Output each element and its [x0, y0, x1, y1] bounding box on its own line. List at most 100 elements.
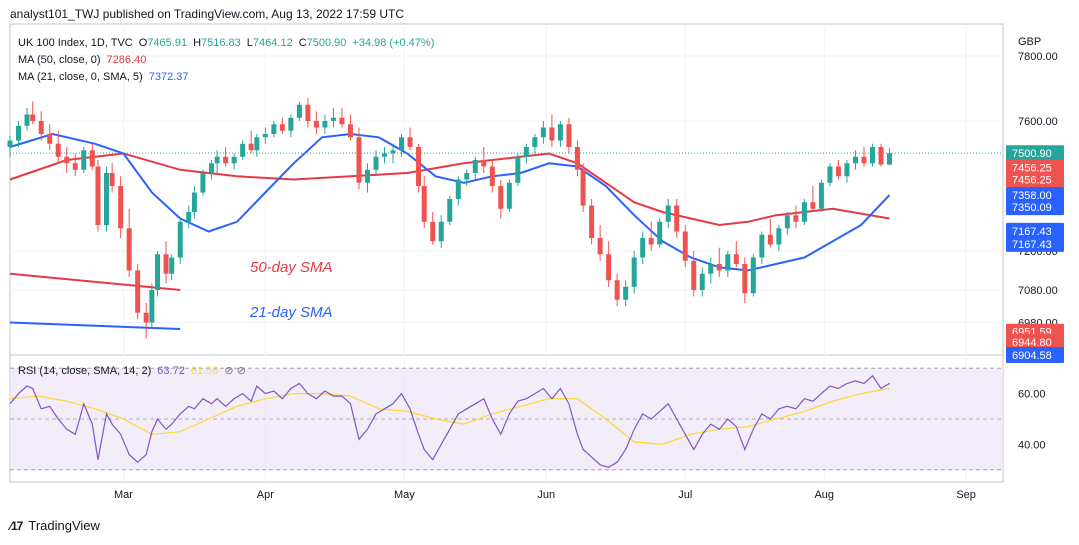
candle-body	[30, 114, 36, 121]
candle-body	[767, 234, 773, 245]
price-badge-text: 7167.43	[1012, 226, 1052, 238]
price-badge-text: 7500.90	[1012, 148, 1052, 160]
price-badge-bg	[1006, 199, 1064, 216]
candle	[135, 264, 141, 320]
candle-body	[240, 143, 246, 157]
price-tick-label: 7600.00	[1018, 116, 1058, 128]
candle-body	[665, 205, 671, 222]
candle	[438, 215, 444, 248]
candle-body	[407, 137, 413, 147]
candle-body	[606, 254, 612, 281]
candle-body	[793, 215, 799, 222]
candle	[407, 127, 413, 151]
candle-body	[657, 221, 663, 245]
price-badge-text: 7350.09	[1012, 202, 1052, 214]
candle-body	[827, 166, 833, 183]
candle	[540, 121, 546, 144]
ma21-legend: MA (21, close, 0, SMA, 5) 7372.37	[18, 71, 188, 83]
candle-body	[24, 114, 30, 126]
candle	[305, 98, 311, 128]
candle	[382, 147, 388, 164]
candle-body	[733, 254, 739, 264]
price-badge-text: 7167.43	[1012, 239, 1052, 251]
candle-body	[118, 186, 124, 229]
candle-body	[305, 104, 311, 121]
price-badge-text: 7358.00	[1012, 190, 1052, 202]
candle	[200, 169, 206, 196]
candle	[481, 147, 487, 173]
candle	[447, 195, 453, 225]
candle-body	[103, 173, 109, 225]
candle	[118, 176, 124, 238]
candle	[64, 147, 70, 173]
price-badge: 6904.58	[1006, 347, 1064, 363]
candle	[614, 273, 620, 307]
candle	[464, 169, 470, 186]
candle-body	[861, 156, 867, 164]
candle-body	[296, 104, 302, 118]
candle-body	[430, 221, 436, 242]
candle	[191, 186, 197, 219]
footer-brand[interactable]: ⁄17 TradingView	[10, 518, 100, 533]
candle-body	[515, 156, 521, 183]
candle-body	[143, 312, 149, 323]
candle	[844, 160, 850, 183]
candle	[648, 221, 654, 251]
price-badge-bg	[1006, 222, 1064, 239]
candle	[631, 251, 637, 294]
candle	[640, 231, 646, 264]
candle	[506, 179, 512, 212]
price-badge: 6944.80	[1006, 334, 1064, 350]
candle-body	[844, 163, 850, 177]
candle	[852, 150, 858, 170]
candle	[399, 134, 405, 157]
candle	[472, 156, 478, 180]
candle	[682, 225, 688, 268]
candle	[580, 163, 586, 212]
candle	[810, 186, 816, 212]
candle-body	[869, 147, 875, 164]
candle-body	[623, 286, 629, 300]
candle-body	[674, 205, 680, 232]
candle	[733, 241, 739, 268]
publisher-header: analyst101_TWJ published on TradingView.…	[10, 7, 405, 21]
candle	[322, 114, 328, 134]
candle	[887, 147, 893, 166]
rsi-tick-label: 40.00	[1018, 439, 1046, 451]
candle	[208, 160, 214, 180]
candle	[750, 254, 756, 297]
candle-body	[339, 117, 345, 125]
candle-body	[472, 160, 478, 173]
candle	[699, 267, 705, 297]
candle-body	[887, 153, 893, 165]
candle-body	[421, 186, 427, 222]
price-badge: 7167.43	[1006, 235, 1064, 252]
candle	[759, 231, 765, 264]
candle-body	[322, 121, 328, 128]
price-tick-label: 7800.00	[1018, 51, 1058, 63]
candle	[597, 225, 603, 261]
candle-body	[566, 124, 572, 147]
candle-body	[95, 166, 101, 225]
candle	[742, 257, 748, 303]
candle-body	[390, 150, 396, 154]
time-tick-label: May	[394, 489, 415, 501]
candle	[81, 147, 87, 173]
candle	[339, 108, 345, 128]
candle	[861, 147, 867, 167]
candle	[515, 153, 521, 186]
candle-body	[784, 215, 790, 229]
candle	[801, 199, 807, 225]
price-badge: 7500.90	[1006, 145, 1064, 162]
candle-body	[489, 166, 495, 186]
candle-body	[835, 166, 841, 177]
candle-body	[725, 254, 731, 271]
chart-frame	[9, 23, 1004, 483]
candle-body	[557, 124, 563, 141]
candles	[7, 98, 893, 339]
candle-body	[191, 192, 197, 212]
candle	[356, 127, 362, 190]
candle	[430, 212, 436, 245]
candle	[30, 101, 36, 125]
